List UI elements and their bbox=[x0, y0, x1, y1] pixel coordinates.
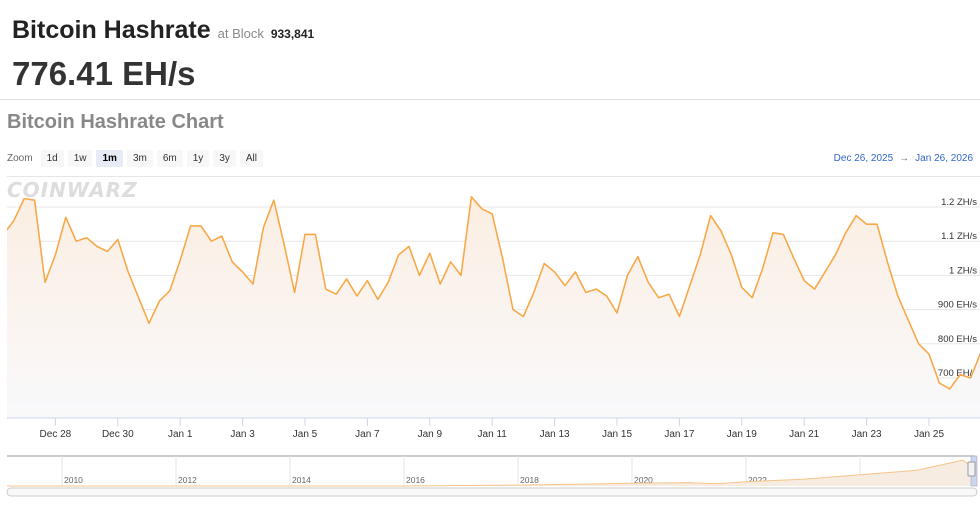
zoom-all-button[interactable]: All bbox=[239, 150, 263, 167]
chart-title: Bitcoin Hashrate Chart bbox=[7, 111, 224, 133]
x-tick-label: Dec 30 bbox=[102, 429, 134, 440]
page-title: Bitcoin Hashrate at Block 933,841 bbox=[12, 16, 314, 45]
x-tick-label: Jan 11 bbox=[478, 429, 508, 440]
zoom-1m-button[interactable]: 1m bbox=[96, 150, 123, 167]
x-tick-label: Jan 5 bbox=[293, 429, 318, 440]
zoom-6m-button[interactable]: 6m bbox=[156, 150, 183, 167]
x-tick-label: Jan 21 bbox=[789, 429, 819, 440]
divider bbox=[7, 176, 980, 177]
navigator-area bbox=[7, 460, 975, 486]
x-tick-label: Jan 13 bbox=[540, 429, 570, 440]
navigator-tick-label: 2020 bbox=[634, 475, 653, 485]
x-tick-label: Jan 7 bbox=[355, 429, 380, 440]
zoom-label: Zoom bbox=[7, 153, 33, 164]
navigator-line bbox=[7, 459, 976, 487]
x-tick-label: Jan 17 bbox=[664, 429, 694, 440]
range-from[interactable]: Dec 26, 2025 bbox=[833, 153, 894, 164]
y-tick-label: 1 ZH/s bbox=[949, 265, 977, 276]
x-tick-label: Jan 25 bbox=[914, 429, 944, 440]
navigator-tick-label: 2018 bbox=[520, 475, 539, 485]
x-tick-label: Jan 9 bbox=[418, 429, 443, 440]
range-to[interactable]: Jan 26, 2026 bbox=[915, 153, 973, 164]
navigator-tick-label: 2014 bbox=[292, 475, 311, 485]
zoom-1d-button[interactable]: 1d bbox=[40, 150, 64, 167]
y-tick-label: 1.2 ZH/s bbox=[941, 197, 977, 208]
at-block-label: at Block bbox=[217, 26, 264, 41]
title-text: Bitcoin Hashrate bbox=[12, 16, 211, 44]
x-tick-label: Jan 1 bbox=[168, 429, 193, 440]
navigator-tick-label: 2010 bbox=[64, 475, 83, 485]
divider bbox=[0, 99, 980, 100]
scrollbar[interactable] bbox=[6, 487, 978, 497]
zoom-controls: Zoom 1d 1w 1m 3m 6m 1y 3y All bbox=[7, 150, 263, 167]
y-tick-label: 1.1 ZH/s bbox=[941, 231, 977, 242]
y-tick-label: 800 EH/s bbox=[938, 334, 977, 345]
x-tick-label: Jan 15 bbox=[602, 429, 632, 440]
zoom-3m-button[interactable]: 3m bbox=[126, 150, 153, 167]
x-tick-label: Jan 19 bbox=[727, 429, 757, 440]
y-tick-label: 700 EH/s bbox=[938, 368, 977, 379]
navigator-tick-label: 2022 bbox=[748, 475, 767, 485]
zoom-1w-button[interactable]: 1w bbox=[67, 150, 93, 167]
hashrate-area bbox=[7, 196, 980, 418]
navigator-tick-label: 2016 bbox=[406, 475, 425, 485]
zoom-1y-button[interactable]: 1y bbox=[186, 150, 210, 167]
range-arrow: → bbox=[899, 153, 910, 164]
watermark-logo: COINWARZ bbox=[7, 178, 138, 202]
navigator-handle[interactable] bbox=[967, 461, 976, 477]
hashrate-line[interactable] bbox=[0, 196, 980, 390]
navigator-tick-label: 2012 bbox=[178, 475, 197, 485]
y-tick-label: 900 EH/s bbox=[938, 300, 977, 311]
zoom-3y-button[interactable]: 3y bbox=[213, 150, 236, 167]
block-height: 933,841 bbox=[270, 27, 315, 41]
x-tick-label: Jan 23 bbox=[852, 429, 882, 440]
current-hashrate: 776.41 EH/s bbox=[12, 55, 196, 92]
x-tick-label: Dec 28 bbox=[40, 429, 72, 440]
x-tick-label: Jan 3 bbox=[230, 429, 255, 440]
date-range: Dec 26, 2025 → Jan 26, 2026 bbox=[834, 153, 973, 164]
